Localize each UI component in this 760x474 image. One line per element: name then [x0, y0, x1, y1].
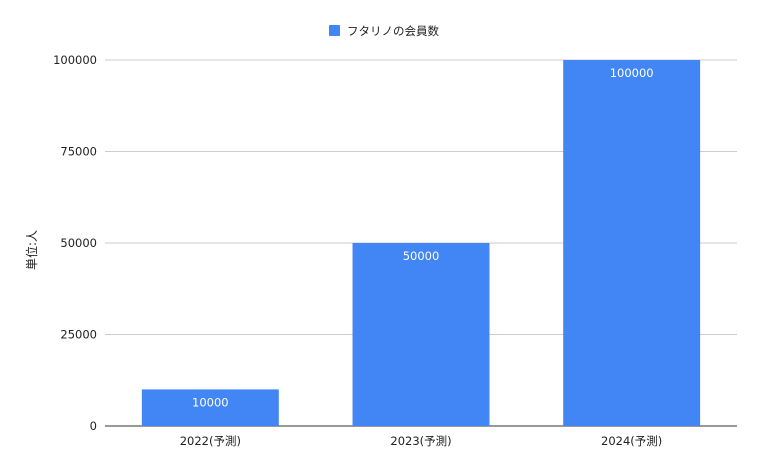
data-label: 50000	[403, 249, 440, 263]
legend-label: フタリノの会員数	[347, 24, 439, 38]
x-tick-label: 2024(予測)	[601, 434, 662, 448]
data-label: 10000	[192, 395, 229, 409]
y-tick-label: 50000	[60, 236, 97, 250]
bar	[563, 60, 701, 426]
y-tick-label: 0	[90, 419, 97, 433]
x-tick-label: 2023(予測)	[390, 434, 451, 448]
y-tick-label: 25000	[60, 328, 97, 342]
legend-swatch	[329, 25, 340, 36]
data-label: 100000	[610, 66, 654, 80]
bar	[352, 243, 490, 426]
x-axis-ticks: 2022(予測) 2023(予測) 2024(予測)	[180, 434, 663, 448]
y-tick-label: 75000	[60, 145, 97, 159]
y-axis-title: 単位:人	[24, 230, 39, 270]
x-tick-label: 2022(予測)	[180, 434, 241, 448]
y-axis-ticks: 0 25000 50000 75000 100000	[53, 53, 97, 433]
y-tick-label: 100000	[53, 53, 97, 67]
legend: フタリノの会員数	[329, 24, 439, 38]
bar	[141, 389, 279, 426]
data-labels: 10000 50000 100000	[192, 66, 654, 409]
bars	[141, 60, 701, 426]
